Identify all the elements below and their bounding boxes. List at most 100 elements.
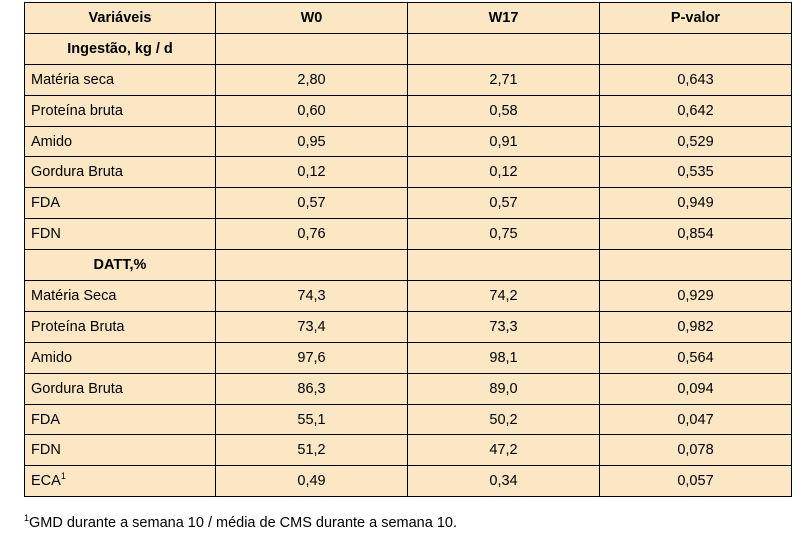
table-row: FDN 51,2 47,2 0,078 bbox=[24, 434, 792, 467]
table-body: Ingestão, kg / d Matéria seca 2,80 2,71 0,64… bbox=[24, 32, 792, 498]
value-w0: 0,76 bbox=[215, 218, 408, 251]
value-w17: 74,2 bbox=[407, 280, 600, 312]
row-label: Proteína bruta bbox=[24, 94, 216, 127]
value-w0: 0,57 bbox=[215, 187, 408, 220]
value-w0: 0,49 bbox=[215, 465, 408, 498]
section-row: Ingestão, kg / d bbox=[24, 32, 792, 65]
value-w17: 47,2 bbox=[407, 434, 600, 467]
value-w0: 51,2 bbox=[215, 434, 408, 467]
table-row: FDA 55,1 50,2 0,047 bbox=[24, 403, 792, 436]
section-empty-cell bbox=[215, 249, 408, 282]
row-label-text: Gordura Bruta bbox=[31, 164, 123, 181]
value-p-valor: 0,564 bbox=[599, 341, 792, 374]
table-row: Gordura Bruta 86,3 89,0 0,094 bbox=[24, 372, 792, 405]
value-w0: 0,12 bbox=[215, 156, 408, 189]
row-label-text: Amido bbox=[31, 133, 73, 150]
row-label: Matéria seca bbox=[24, 63, 216, 96]
header-w0: W0 bbox=[215, 2, 408, 34]
value-w17: 0,91 bbox=[407, 125, 600, 158]
row-label: FDN bbox=[24, 434, 216, 467]
row-label-superscript: 1 bbox=[60, 471, 66, 482]
footnote: 1GMD durante a semana 10 / média de CMS … bbox=[24, 513, 457, 531]
row-label: FDA bbox=[24, 187, 216, 220]
value-p-valor: 0,047 bbox=[599, 403, 792, 436]
value-p-valor: 0,982 bbox=[599, 310, 792, 343]
section-empty-cell bbox=[599, 32, 792, 65]
row-label: Amido bbox=[24, 341, 216, 374]
value-p-valor: 0,529 bbox=[599, 125, 792, 158]
header-p-valor: P-valor bbox=[599, 2, 792, 34]
section-empty-cell bbox=[215, 32, 408, 65]
table-row: Matéria seca 2,80 2,71 0,643 bbox=[24, 63, 792, 96]
row-label: Gordura Bruta bbox=[24, 156, 216, 189]
value-w17: 89,0 bbox=[407, 372, 600, 405]
value-w17: 0,34 bbox=[407, 465, 600, 498]
data-table-container: Variáveis W0 W17 P-valor Ingestão, kg / … bbox=[24, 2, 792, 498]
value-p-valor: 0,929 bbox=[599, 280, 792, 312]
value-w17: 73,3 bbox=[407, 310, 600, 343]
value-w0: 55,1 bbox=[215, 403, 408, 436]
table-row: Proteína Bruta 73,4 73,3 0,982 bbox=[24, 310, 792, 343]
section-empty-cell bbox=[407, 32, 600, 65]
value-w0: 73,4 bbox=[215, 310, 408, 343]
value-p-valor: 0,643 bbox=[599, 63, 792, 96]
row-label: Proteína Bruta bbox=[24, 310, 216, 343]
value-w0: 74,3 bbox=[215, 280, 408, 312]
row-label-text: ECA bbox=[31, 473, 61, 490]
row-label-text: FDN bbox=[31, 442, 61, 459]
data-table: Variáveis W0 W17 P-valor Ingestão, kg / … bbox=[24, 2, 792, 498]
value-w0: 86,3 bbox=[215, 372, 408, 405]
header-w17: W17 bbox=[407, 2, 600, 34]
table-row: FDA 0,57 0,57 0,949 bbox=[24, 187, 792, 220]
value-w0: 0,95 bbox=[215, 125, 408, 158]
row-label-text: Matéria Seca bbox=[31, 287, 117, 304]
table-row: Amido 97,6 98,1 0,564 bbox=[24, 341, 792, 374]
row-label-text: FDA bbox=[31, 411, 60, 428]
value-w0: 2,80 bbox=[215, 63, 408, 96]
section-row: DATT,% bbox=[24, 249, 792, 282]
footnote-marker: 1 bbox=[24, 513, 30, 524]
table-row: Proteína bruta 0,60 0,58 0,642 bbox=[24, 94, 792, 127]
value-w17: 2,71 bbox=[407, 63, 600, 96]
value-w0: 0,60 bbox=[215, 94, 408, 127]
value-p-valor: 0,057 bbox=[599, 465, 792, 498]
row-label-text: Proteína Bruta bbox=[31, 318, 125, 335]
row-label-text: Gordura Bruta bbox=[31, 380, 123, 397]
table-row: FDN 0,76 0,75 0,854 bbox=[24, 218, 792, 251]
value-w17: 0,75 bbox=[407, 218, 600, 251]
row-label-text: FDA bbox=[31, 195, 60, 212]
row-label: Matéria Seca bbox=[24, 280, 216, 312]
row-label: Amido bbox=[24, 125, 216, 158]
row-label: FDA bbox=[24, 403, 216, 436]
section-title: Ingestão, kg / d bbox=[24, 32, 216, 65]
value-p-valor: 0,949 bbox=[599, 187, 792, 220]
value-w17: 0,12 bbox=[407, 156, 600, 189]
table-row: ECA1 0,49 0,34 0,057 bbox=[24, 465, 792, 498]
row-label: FDN bbox=[24, 218, 216, 251]
value-p-valor: 0,854 bbox=[599, 218, 792, 251]
row-label: ECA1 bbox=[24, 465, 216, 498]
row-label-text: Proteína bruta bbox=[31, 102, 123, 119]
value-p-valor: 0,642 bbox=[599, 94, 792, 127]
value-w17: 0,58 bbox=[407, 94, 600, 127]
header-variaveis: Variáveis bbox=[24, 2, 216, 34]
row-label: Gordura Bruta bbox=[24, 372, 216, 405]
value-p-valor: 0,078 bbox=[599, 434, 792, 467]
footnote-text: GMD durante a semana 10 / média de CMS d… bbox=[29, 515, 457, 531]
value-w17: 98,1 bbox=[407, 341, 600, 374]
value-w17: 0,57 bbox=[407, 187, 600, 220]
row-label-text: Amido bbox=[31, 349, 73, 366]
row-label-text: FDN bbox=[31, 226, 61, 243]
value-w17: 50,2 bbox=[407, 403, 600, 436]
section-empty-cell bbox=[599, 249, 792, 282]
section-title: DATT,% bbox=[24, 249, 216, 282]
value-w0: 97,6 bbox=[215, 341, 408, 374]
table-row: Gordura Bruta 0,12 0,12 0,535 bbox=[24, 156, 792, 189]
row-label-text: Matéria seca bbox=[31, 71, 115, 88]
table-row: Matéria Seca 74,3 74,2 0,929 bbox=[24, 280, 792, 312]
section-empty-cell bbox=[407, 249, 600, 282]
table-row: Amido 0,95 0,91 0,529 bbox=[24, 125, 792, 158]
header-row: Variáveis W0 W17 P-valor bbox=[24, 2, 792, 34]
value-p-valor: 0,535 bbox=[599, 156, 792, 189]
value-p-valor: 0,094 bbox=[599, 372, 792, 405]
